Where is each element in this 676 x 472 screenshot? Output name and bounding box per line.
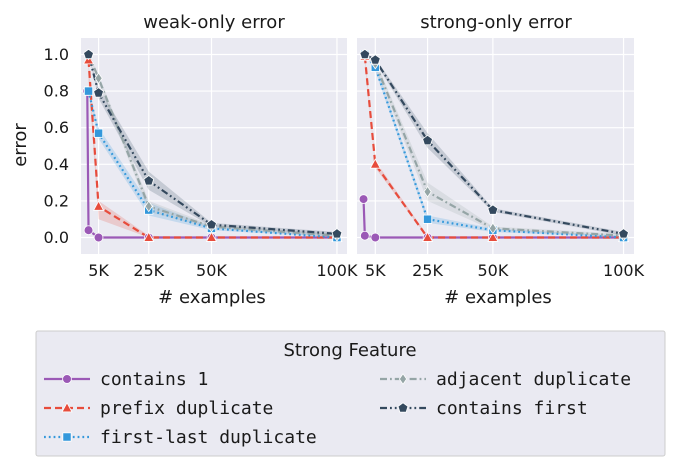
y-tick-label: 0.4 [44,155,69,174]
point-contains-first [422,134,433,146]
panel-strong-only-markers [358,48,630,243]
point-prefix-duplicate [205,231,218,242]
legend-box [35,330,666,457]
point-contains-first [143,175,155,186]
point-contains-first [369,54,381,65]
point-contains-first [93,87,104,98]
panel-weak-only-title: weak-only error [143,12,285,33]
legend-marker [62,432,72,442]
legend-entry-contains-1: contains 1 [44,369,208,390]
y-tick-label: 0.8 [44,82,69,101]
point-prefix-duplicate [421,231,434,242]
point-contains-first [487,204,499,215]
point-contains-1 [360,230,370,241]
panel-strong-only-ticks: 5K 25K 50K 100K [365,261,645,280]
x-tick-label: 100K [316,261,358,280]
panel-strong-only: 5K 25K 50K 100K strong-only error # example… [357,12,645,308]
legend: Strong Feature contains 1 prefix duplicat… [35,330,666,457]
point-contains-first [359,48,371,60]
point-first-last-duplicate [422,214,433,224]
legend-label: contains 1 [100,369,208,390]
legend-marker [398,373,408,385]
line-contains-1 [362,199,624,239]
panel-weak-only-background [81,38,347,254]
line-prefix-duplicate [87,59,337,239]
legend-entry-contains-first: contains first [380,398,588,419]
panel-strong-only-background [357,38,634,254]
point-prefix-duplicate [143,231,155,242]
legend-title: Strong Feature [283,340,416,361]
panel-strong-only-title: strong-only error [420,12,572,33]
panel-weak-only-bands [87,54,337,238]
x-tick-label: 25K [133,261,164,280]
y-tick-label: 1.0 [44,45,69,64]
point-contains-1 [93,232,104,243]
legend-entry-adjacent-duplicate: adjacent duplicate [380,369,631,390]
legend-label: contains first [436,398,588,419]
point-contains-1 [83,225,94,236]
band-prefix-duplicate [88,59,337,238]
point-contains-first [83,48,94,60]
point-adjacent-duplicate [423,185,432,198]
legend-marker [397,402,409,413]
point-contains-1 [370,232,381,243]
x-tick-label: 5K [365,261,386,280]
point-prefix-duplicate [92,200,105,211]
panel-strong-only-xlabel: # examples [444,287,552,308]
legend-label: first-last duplicate [100,427,317,448]
panel-weak-only-grid [81,38,347,254]
legend-label: adjacent duplicate [436,369,631,390]
panel-weak-only-ylabel: error [10,123,31,167]
point-contains-first [206,219,217,230]
panel-weak-only-xlabel: # examples [158,287,266,308]
panel-weak-only: 5K 25K 50K 100K 0.0 0.2 0.4 0.6 0.8 1.0 weak-only… [10,12,358,308]
y-tick-label: 0.0 [44,228,69,247]
point-first-last-duplicate [83,86,94,96]
point-contains-first [618,228,629,239]
legend-marker [62,374,72,384]
legend-entries: contains 1 prefix duplicate first-last dup… [44,369,631,448]
x-tick-label: 5K [88,261,109,280]
x-tick-label: 50K [477,261,508,280]
point-prefix-duplicate [487,231,499,242]
panel-weak-only-ticks: 5K 25K 50K 100K 0.0 0.2 0.4 0.6 0.8 1.0 [44,45,358,280]
point-prefix-duplicate [369,158,381,169]
point-adjacent-duplicate [144,200,153,213]
point-adjacent-duplicate [488,222,498,235]
band-contains-first [88,54,337,236]
point-contains-first [331,228,343,239]
legend-entry-prefix-duplicate: prefix duplicate [44,398,273,419]
panel-strong-only-grid [357,38,634,254]
point-first-last-duplicate [94,128,104,138]
legend-marker [61,401,73,413]
y-tick-label: 0.6 [44,118,69,137]
x-tick-label: 100K [603,261,645,280]
point-adjacent-duplicate [94,72,103,85]
legend-entry-first-last-duplicate: first-last duplicate [44,427,317,448]
x-tick-label: 50K [196,261,227,280]
x-tick-label: 25K [412,261,443,280]
legend-label: prefix duplicate [100,398,273,419]
point-contains-1 [358,194,369,204]
y-tick-label: 0.2 [44,191,69,210]
panel-weak-only-markers [82,48,343,243]
